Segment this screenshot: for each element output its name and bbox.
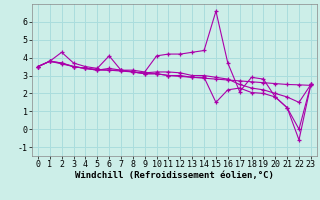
X-axis label: Windchill (Refroidissement éolien,°C): Windchill (Refroidissement éolien,°C) bbox=[75, 171, 274, 180]
